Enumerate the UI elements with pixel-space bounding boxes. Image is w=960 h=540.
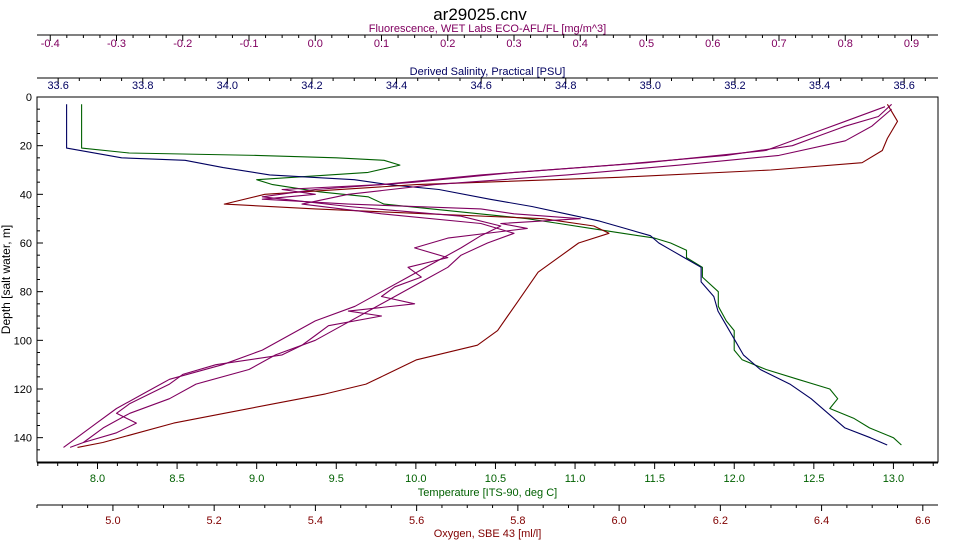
fluorescence-tick-label: 0.2 <box>440 38 455 50</box>
salinity-tick-label: 35.0 <box>640 80 661 92</box>
fluorescence-profile-line <box>63 106 886 448</box>
depth-axis-title: Depth [salt water, m] <box>0 225 13 334</box>
fluorescence-tick-label: 0.6 <box>705 38 720 50</box>
series-layer <box>63 103 902 448</box>
depth-tick-label: 40 <box>20 189 32 201</box>
temperature-tick-label: 13.0 <box>883 473 904 485</box>
plot-area-frame <box>36 96 939 463</box>
temperature-profile-line <box>81 104 902 446</box>
salinity-axis: 33.6 33.8 34.0 34.2 34.4 34.6 34.8 35.0 35.2 35.4… <box>37 66 938 92</box>
oxygen-tick-label: 6.4 <box>814 515 829 527</box>
oxygen-tick-label: 5.4 <box>308 515 323 527</box>
salinity-tick-label: 33.6 <box>47 80 68 92</box>
fluorescence-tick-label: -0.3 <box>107 38 126 50</box>
salinity-tick-label: 34.4 <box>386 80 407 92</box>
salinity-axis-title: Derived Salinity, Practical [PSU] <box>410 66 566 78</box>
fluorescence-axis-title: Fluorescence, WET Labs ECO-AFL/FL [mg/m^… <box>369 23 606 35</box>
oxygen-tick-label: 5.6 <box>409 515 424 527</box>
salinity-tick-label: 35.2 <box>724 80 745 92</box>
temperature-tick-label: 8.0 <box>90 473 105 485</box>
salinity-tick-label: 34.0 <box>217 80 238 92</box>
oxygen-axis: 5.0 5.2 5.4 5.6 5.8 6.0 6.2 6.4 6.6 Oxygen, SBE 4… <box>36 504 938 540</box>
fluorescence-tick-label: 0.9 <box>904 38 919 50</box>
fluorescence-axis: -0.4 -0.3 -0.2 -0.1 0.0 0.1 0.2 0.3 0.4 0.5 0.6 0.7… <box>37 23 938 50</box>
fluorescence-tick-label: 0.0 <box>308 38 323 50</box>
depth-axis: 0 20 40 60 80 100 120 140 Depth [salt water, m] <box>0 92 43 451</box>
fluorescence-profile-line <box>69 103 892 448</box>
temperature-tick-label: 8.5 <box>169 473 184 485</box>
temperature-tick-label: 9.5 <box>329 473 344 485</box>
oxygen-profile-line <box>77 104 899 448</box>
temperature-axis-title: Temperature [ITS-90, deg C] <box>418 487 557 499</box>
fluorescence-tick-label: 0.5 <box>639 38 654 50</box>
salinity-tick-label: 33.8 <box>132 80 153 92</box>
salinity-tick-label: 35.4 <box>809 80 830 92</box>
temperature-tick-label: 12.0 <box>724 473 745 485</box>
fluorescence-tick-label: 0.4 <box>573 38 588 50</box>
fluorescence-tick-label: 0.7 <box>771 38 786 50</box>
oxygen-tick-label: 5.2 <box>207 515 222 527</box>
axes-layer: -0.4 -0.3 -0.2 -0.1 0.0 0.1 0.2 0.3 0.4 0.5 0.6 0.7… <box>0 23 938 540</box>
fluorescence-tick-label: -0.1 <box>240 38 259 50</box>
chart-title: ar29025.cnv <box>433 5 527 24</box>
depth-tick-label: 0 <box>26 92 32 104</box>
temperature-tick-label: 12.5 <box>803 473 824 485</box>
depth-tick-label: 20 <box>20 141 32 153</box>
depth-tick-label: 120 <box>14 384 32 396</box>
fluorescence-tick-label: -0.2 <box>173 38 192 50</box>
temperature-tick-label: 11.5 <box>644 473 665 485</box>
temperature-tick-label: 9.0 <box>249 473 264 485</box>
salinity-tick-label: 35.6 <box>893 80 914 92</box>
fluorescence-tick-label: 0.8 <box>838 38 853 50</box>
fluorescence-profile-line <box>83 108 892 443</box>
depth-tick-label: 80 <box>20 287 32 299</box>
temperature-axis: 8.0 8.5 9.0 9.5 10.0 10.5 11.0 11.5 12.0 12.5 13.0… <box>37 462 938 499</box>
oxygen-tick-label: 5.0 <box>105 515 120 527</box>
oxygen-tick-label: 6.6 <box>915 515 930 527</box>
oxygen-tick-label: 6.0 <box>611 515 626 527</box>
fluorescence-tick-label: -0.4 <box>41 38 60 50</box>
salinity-profile-line <box>66 104 888 446</box>
fluorescence-tick-label: 0.3 <box>506 38 521 50</box>
oxygen-tick-label: 6.2 <box>713 515 728 527</box>
temperature-tick-label: 10.0 <box>405 473 426 485</box>
salinity-tick-label: 34.8 <box>555 80 576 92</box>
depth-tick-label: 60 <box>20 238 32 250</box>
oxygen-tick-label: 5.8 <box>510 515 525 527</box>
depth-tick-label: 100 <box>14 335 32 347</box>
temperature-tick-label: 10.5 <box>485 473 506 485</box>
depth-tick-label: 140 <box>14 433 32 445</box>
oxygen-axis-title: Oxygen, SBE 43 [ml/l] <box>434 528 542 540</box>
fluorescence-tick-label: 0.1 <box>374 38 389 50</box>
temperature-tick-label: 11.0 <box>565 473 586 485</box>
salinity-tick-label: 34.6 <box>470 80 491 92</box>
salinity-tick-label: 34.2 <box>301 80 322 92</box>
